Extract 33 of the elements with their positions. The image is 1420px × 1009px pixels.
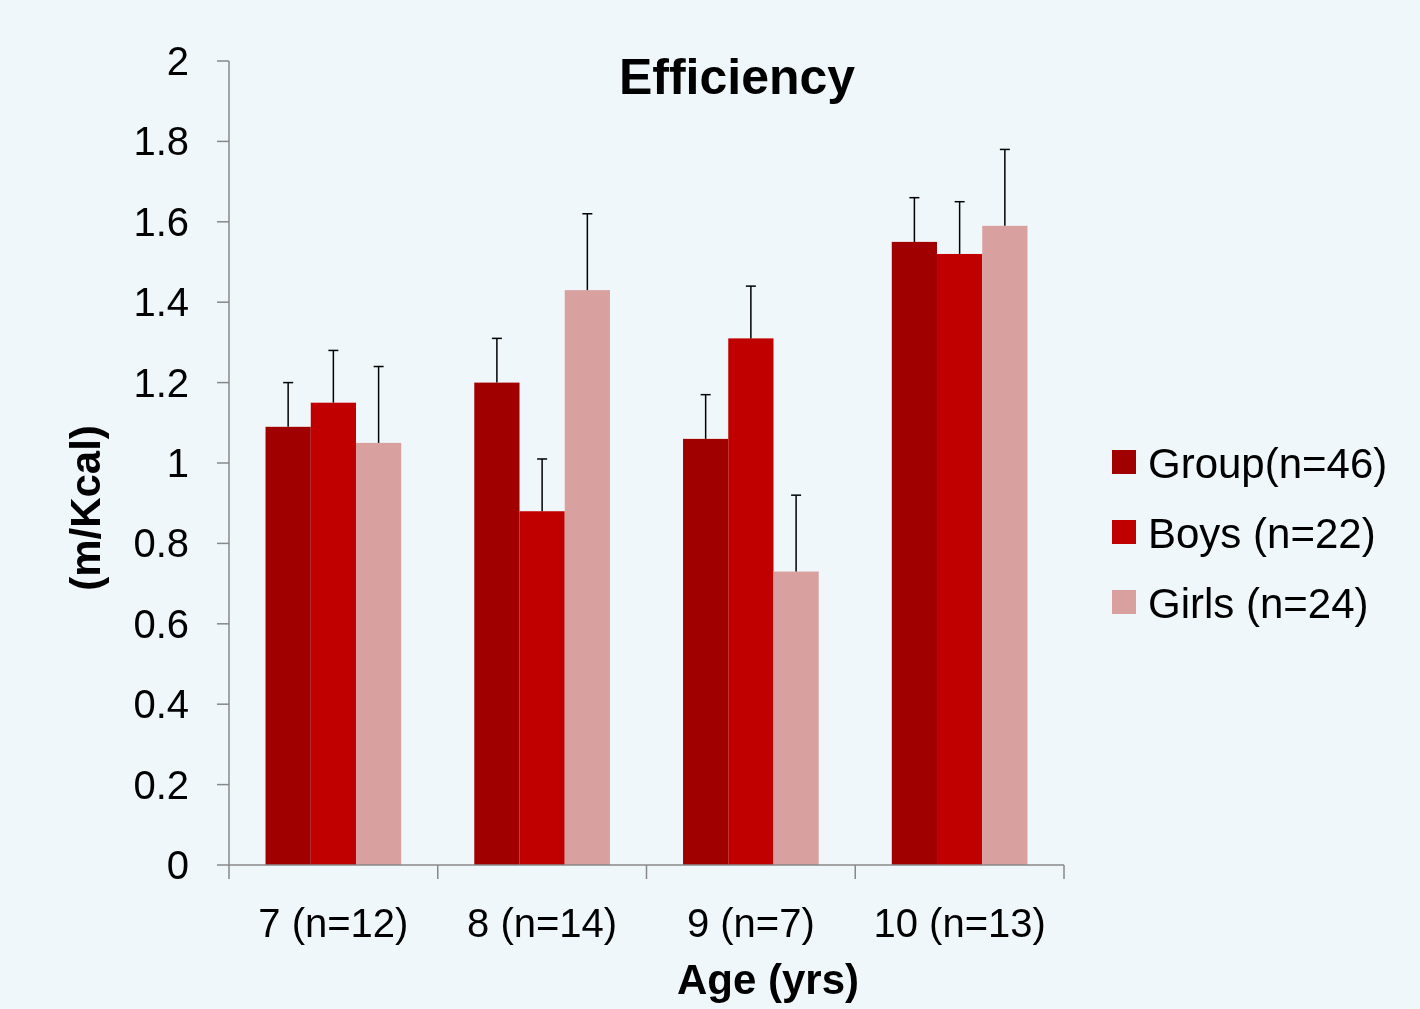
- y-tick-label: 0.2: [133, 762, 189, 807]
- legend-label: Girls (n=24): [1148, 579, 1369, 627]
- y-tick-label: 0.8: [133, 521, 189, 566]
- bar: [519, 511, 565, 865]
- y-tick-label: 1: [166, 441, 189, 485]
- bar: [773, 571, 819, 865]
- bar: [355, 442, 402, 865]
- legend-label: Boys (n=22): [1148, 509, 1376, 557]
- y-tick-label: 2: [166, 39, 189, 83]
- bar: [564, 290, 610, 865]
- bar: [683, 438, 729, 865]
- y-tick-label: 1.4: [133, 280, 189, 325]
- y-axis-title: (m/Kcal): [62, 425, 109, 591]
- x-tick-label: 8 (n=14): [467, 901, 618, 945]
- y-tick-label: 1.6: [133, 199, 189, 244]
- x-tick-label: 10 (n=13): [873, 901, 1046, 945]
- x-tick-label: 7 (n=12): [258, 901, 409, 945]
- y-tick-label: 0.4: [133, 682, 189, 727]
- y-tick-label: 0: [166, 843, 189, 887]
- x-tick-label: 9 (n=7): [686, 901, 815, 945]
- bar: [310, 402, 356, 865]
- legend-label: Group(n=46): [1148, 439, 1388, 487]
- bar: [982, 225, 1028, 865]
- y-tick-label: 1.2: [133, 360, 189, 405]
- bar: [937, 253, 983, 865]
- x-axis-title: Age (yrs): [676, 956, 860, 1003]
- chart-title: Efficiency: [618, 49, 856, 105]
- y-tick-label: 1.8: [133, 119, 189, 164]
- bar: [891, 241, 938, 865]
- bar: [474, 382, 520, 865]
- y-tick-label: 0.6: [133, 601, 189, 646]
- bar: [265, 426, 311, 865]
- bar: [728, 338, 774, 865]
